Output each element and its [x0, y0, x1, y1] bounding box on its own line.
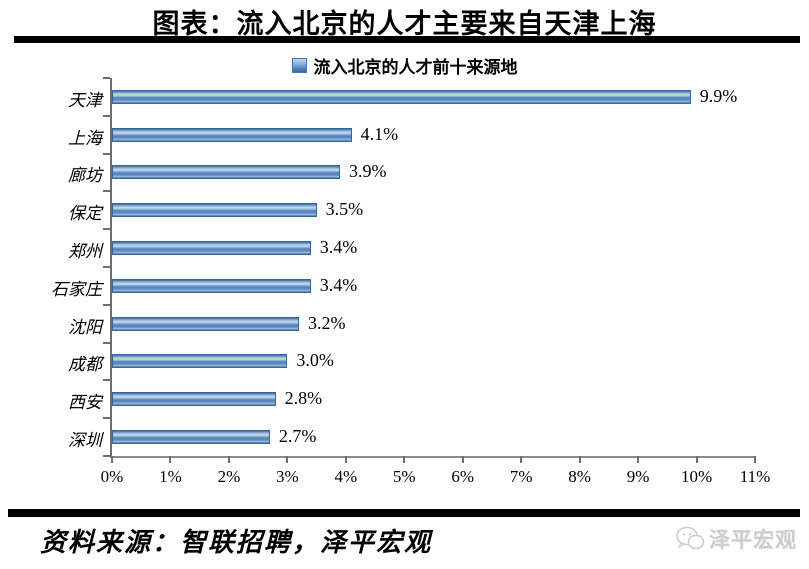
- value-label: 3.4%: [319, 237, 358, 258]
- x-axis-tick: [403, 456, 406, 463]
- bar: [112, 430, 270, 445]
- x-axis-tick-label: 8%: [568, 467, 591, 486]
- category-label: 成都: [68, 355, 102, 375]
- bar: [112, 165, 340, 180]
- x-axis-tick: [344, 456, 347, 463]
- value-label: 3.9%: [348, 161, 387, 182]
- x-axis-tick-label: 6%: [451, 467, 475, 486]
- bar: [112, 354, 288, 369]
- y-axis-tick: [103, 417, 110, 420]
- x-axis-tick: [461, 456, 464, 463]
- x-axis-tick-label: 4%: [334, 467, 358, 486]
- bar-chart-plot-area: 天津 9.9% 上海 4.1% 廊坊 3.9% 保定 3.5% 郑州 3.4% 石家庄 3.4% 沈阳 3…: [51, 77, 770, 486]
- bar: [112, 241, 311, 256]
- x-axis-tick: [578, 456, 581, 463]
- bar-row: 成都 3.0%: [68, 343, 755, 381]
- bar: [112, 203, 317, 218]
- value-label: 3.2%: [308, 312, 346, 333]
- bar: [112, 89, 691, 104]
- bar-row: 石家庄 3.4%: [51, 267, 755, 305]
- y-axis-tick: [103, 341, 110, 344]
- value-label: 3.4%: [319, 274, 358, 295]
- bar-row: 保定 3.5%: [68, 191, 755, 229]
- y-axis-tick: [103, 266, 110, 268]
- category-label: 沈阳: [68, 317, 102, 337]
- bar-row: 廊坊 3.9%: [68, 154, 755, 192]
- title-divider: [14, 36, 800, 43]
- category-label: 深圳: [68, 431, 102, 451]
- page-title: 图表：流入北京的人才主要来自天津上海: [152, 9, 657, 39]
- x-axis-tick-label: 5%: [392, 467, 416, 486]
- category-label: 上海: [68, 128, 102, 148]
- y-axis-tick: [103, 77, 110, 79]
- legend-series-marker-icon: [291, 57, 307, 73]
- x-axis-tick-label: 11%: [739, 467, 771, 486]
- x-axis-tick: [227, 456, 230, 463]
- brand-name: 泽平宏观: [709, 528, 797, 552]
- category-label: 天津: [68, 90, 102, 110]
- x-axis-tick: [169, 456, 172, 463]
- value-label: 2.8%: [284, 388, 323, 409]
- bar-row: 天津 9.9%: [68, 78, 755, 116]
- y-axis-tick: [103, 152, 110, 155]
- x-axis-tick: [754, 456, 756, 463]
- y-axis-tick: [103, 228, 110, 231]
- category-label: 石家庄: [51, 279, 102, 299]
- legend-series-label: 流入北京的人才前十来源地: [313, 57, 518, 77]
- x-axis-tick: [695, 456, 698, 463]
- chart-legend: 流入北京的人才前十来源地: [0, 53, 809, 77]
- x-axis-tick: [520, 456, 523, 463]
- y-axis-tick: [103, 114, 110, 117]
- bar-row: 深圳 2.7%: [68, 418, 755, 456]
- category-label: 廊坊: [68, 166, 102, 186]
- bar: [112, 278, 311, 293]
- x-axis-tick-label: 7%: [509, 467, 533, 486]
- category-label: 西安: [68, 393, 102, 413]
- value-label: 3.5%: [325, 199, 364, 220]
- x-axis-tick-label: 0%: [100, 467, 124, 486]
- value-label: 4.1%: [360, 123, 399, 144]
- x-axis-tick-label: 10%: [680, 467, 713, 486]
- x-axis-tick-label: 2%: [217, 467, 241, 486]
- x-axis-tick-label: 9%: [626, 467, 650, 486]
- value-label: 3.0%: [296, 350, 334, 371]
- bar-row: 郑州 3.4%: [68, 229, 755, 267]
- footer-divider: [8, 509, 800, 517]
- category-label: 郑州: [68, 242, 102, 262]
- bar-row: 沈阳 3.2%: [68, 305, 755, 343]
- bar-row: 上海 4.1%: [68, 116, 755, 154]
- x-axis-tick: [286, 456, 289, 463]
- brand-watermark: 泽平宏观: [675, 524, 797, 554]
- y-axis-tick: [103, 455, 110, 457]
- bar-row: 西安 2.8%: [68, 380, 755, 418]
- x-axis-tick: [637, 456, 640, 463]
- y-axis-tick: [103, 379, 110, 382]
- wechat-logo-icon: [676, 526, 705, 550]
- category-label: 保定: [68, 204, 102, 224]
- x-axis-tick-label: 1%: [159, 467, 182, 486]
- bar: [112, 127, 352, 142]
- x-axis-tick: [111, 456, 113, 463]
- bar: [112, 316, 300, 331]
- value-label: 9.9%: [699, 85, 738, 106]
- bar: [112, 392, 276, 407]
- y-axis-tick: [103, 303, 110, 306]
- data-source-note: 资料来源：智联招聘，泽平宏观: [40, 528, 433, 557]
- x-axis-tick-label: 3%: [276, 467, 299, 486]
- value-label: 2.7%: [278, 426, 317, 447]
- y-axis-tick: [103, 190, 110, 193]
